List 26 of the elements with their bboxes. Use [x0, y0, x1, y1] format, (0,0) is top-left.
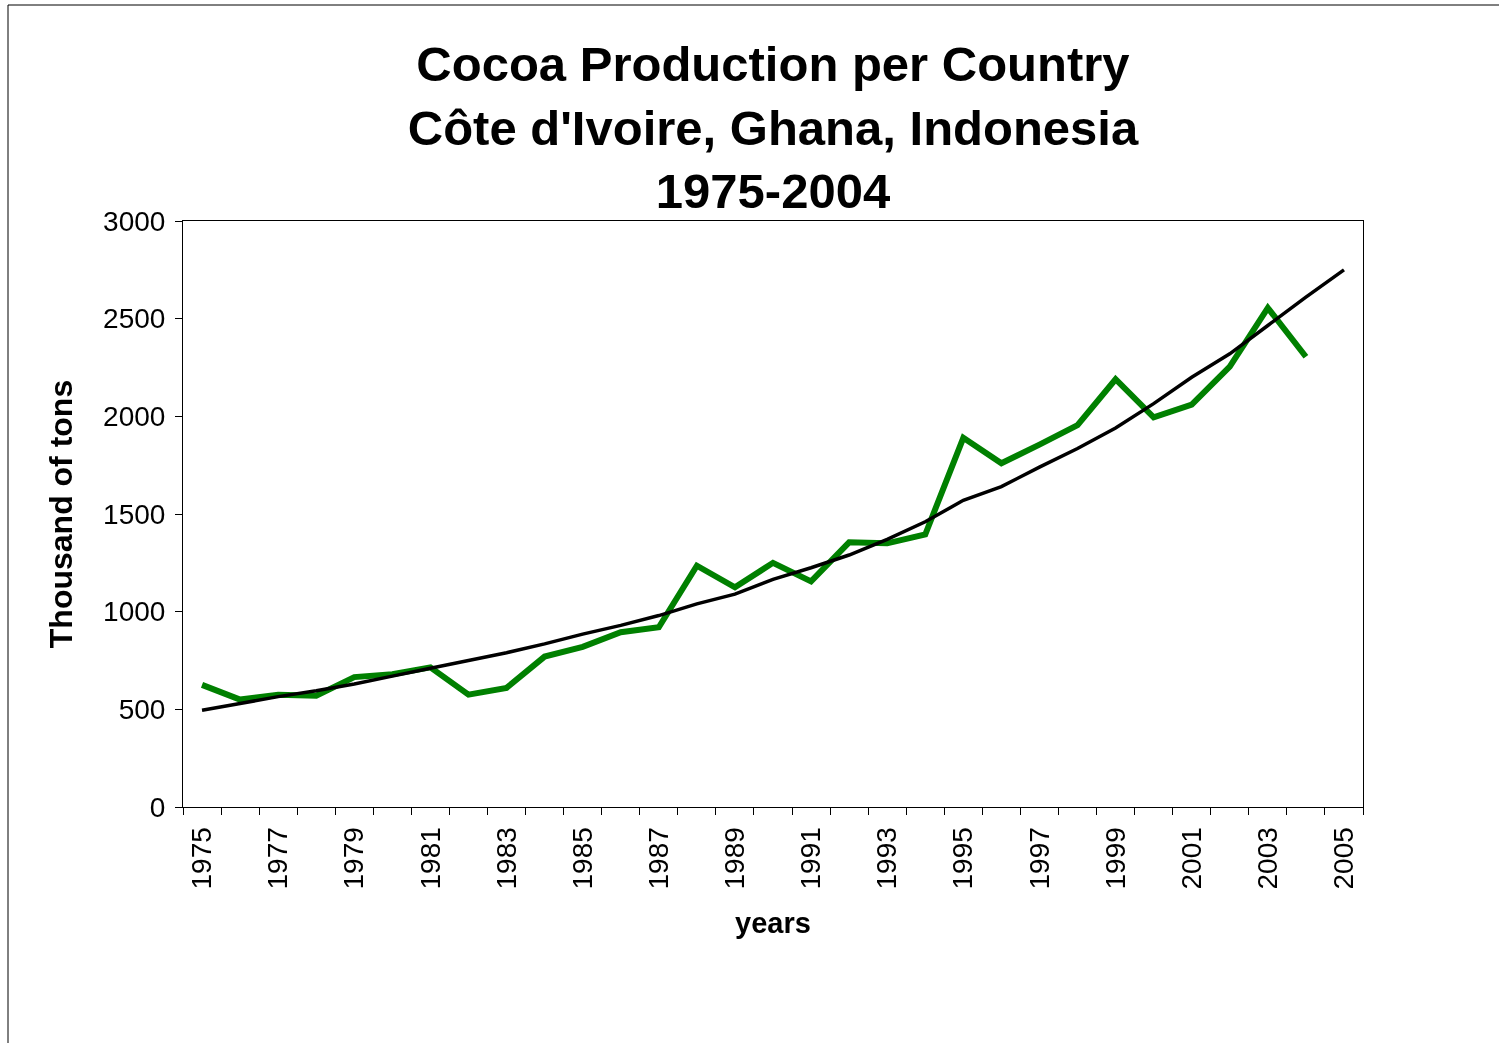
x-tick-label: 1997	[1023, 827, 1055, 890]
y-tick-label: 1000	[103, 596, 166, 628]
y-tick-label: 3000	[103, 205, 166, 237]
y-tick-label: 0	[149, 791, 166, 823]
x-tick-label: 1991	[795, 827, 827, 890]
x-tick-label: 2003	[1251, 827, 1283, 890]
x-tick-label: 1999	[1099, 827, 1131, 890]
x-tick-label: 1987	[642, 827, 674, 890]
x-tick-label: 1989	[719, 827, 751, 890]
y-tick-label: 2500	[103, 303, 166, 335]
x-axis-title: years	[735, 907, 811, 940]
x-tick-label: 1977	[262, 827, 294, 890]
x-tick-label: 1993	[871, 827, 903, 890]
x-tick-label: 1975	[186, 827, 218, 890]
y-axis-title: Thousand of tons	[43, 379, 80, 649]
x-tick-label: 1995	[947, 827, 979, 890]
y-tick-label: 2000	[103, 401, 166, 433]
x-tick-label: 1979	[338, 827, 370, 890]
x-tick-label: 2001	[1175, 827, 1207, 890]
x-tick-label: 1983	[490, 827, 522, 890]
x-tick-label: 1985	[566, 827, 598, 890]
y-tick-label: 1500	[103, 498, 166, 530]
chart-title: Cocoa Production per Country Côte d'Ivoire, Ghana, Indonesia 1975-2004	[407, 36, 1139, 219]
y-tick-label: 500	[118, 694, 166, 726]
x-tick-label: 1981	[414, 827, 446, 890]
x-tick-label: 2005	[1328, 827, 1360, 890]
